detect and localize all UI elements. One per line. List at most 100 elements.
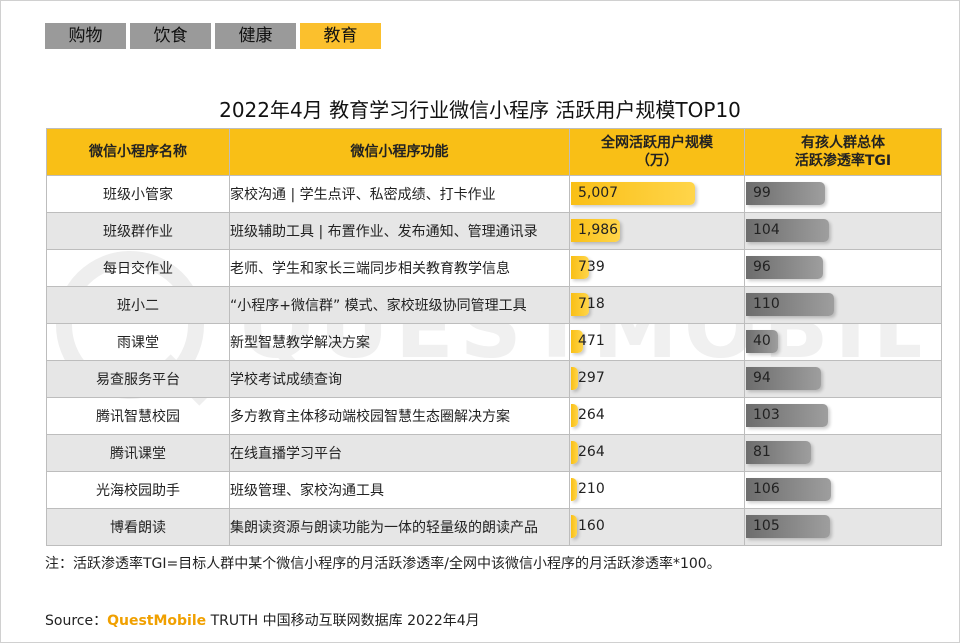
users-bar	[571, 219, 621, 242]
cell-tgi: 40	[744, 323, 942, 361]
tgi-bar	[746, 182, 826, 205]
header-function: 微信小程序功能	[229, 128, 570, 176]
source-prefix: Source：	[45, 613, 108, 629]
cell-program-function: 班级辅助工具 | 布置作业、发布通知、管理通讯录	[229, 212, 570, 250]
tgi-value-label: 106	[753, 481, 780, 497]
cell-program-name: 每日交作业	[46, 249, 230, 287]
footnote: 注：活跃渗透率TGI=目标人群中某个微信小程序的月活跃渗透率/全网中该微信小程序…	[45, 556, 721, 572]
cell-tgi: 105	[744, 508, 942, 546]
tgi-bar	[746, 478, 831, 501]
cell-program-function: 在线直播学习平台	[229, 434, 570, 472]
cell-tgi: 94	[744, 360, 942, 398]
users-bar	[571, 441, 578, 464]
header-users: 全网活跃用户规模 （万）	[569, 128, 745, 176]
category-tabs: 购物 饮食 健康 教育	[45, 23, 381, 49]
tgi-value-label: 105	[753, 518, 780, 534]
users-bar	[571, 182, 695, 205]
cell-users: 739	[569, 249, 745, 287]
cell-program-name: 腾讯智慧校园	[46, 397, 230, 435]
header-name: 微信小程序名称	[46, 128, 230, 176]
users-value-label: 718	[578, 296, 605, 312]
cell-users: 5,007	[569, 175, 745, 213]
users-value-label: 1,986	[578, 222, 619, 238]
cell-program-function: 学校考试成绩查询	[229, 360, 570, 398]
users-value-label: 739	[578, 259, 605, 275]
users-value-label: 210	[578, 481, 605, 497]
tgi-bar	[746, 256, 823, 279]
cell-tgi: 106	[744, 471, 942, 509]
tab-health[interactable]: 健康	[215, 23, 296, 49]
tab-shopping[interactable]: 购物	[45, 23, 126, 49]
tgi-value-label: 104	[753, 222, 780, 238]
source-brand: QuestMobile	[107, 613, 207, 629]
cell-program-function: 新型智慧教学解决方案	[229, 323, 570, 361]
cell-users: 718	[569, 286, 745, 324]
tab-education[interactable]: 教育	[300, 23, 381, 49]
users-value-label: 264	[578, 407, 605, 423]
users-bar	[571, 515, 577, 538]
cell-program-function: 老师、学生和家长三端同步相关教育教学信息	[229, 249, 570, 287]
cell-tgi: 104	[744, 212, 942, 250]
cell-program-name: 雨课堂	[46, 323, 230, 361]
tgi-value-label: 81	[753, 444, 771, 460]
tgi-bar	[746, 404, 829, 427]
cell-program-function: 班级管理、家校沟通工具	[229, 471, 570, 509]
tab-food[interactable]: 饮食	[130, 23, 211, 49]
cell-program-name: 班级小管家	[46, 175, 230, 213]
cell-users: 210	[569, 471, 745, 509]
cell-program-function: “小程序+微信群” 模式、家校班级协同管理工具	[229, 286, 570, 324]
tgi-value-label: 103	[753, 407, 780, 423]
cell-users: 471	[569, 323, 745, 361]
users-bar	[571, 293, 589, 316]
cell-tgi: 96	[744, 249, 942, 287]
tgi-bar	[746, 330, 778, 353]
top10-table: 微信小程序名称 微信小程序功能 全网活跃用户规模 （万） 有孩人群总体 活跃渗透率T…	[46, 128, 942, 546]
table-body: 班级小管家 家校沟通 | 学生点评、私密成绩、打卡作业 5,007 99 班级群作业 班级…	[46, 175, 942, 546]
tgi-bar	[746, 367, 822, 390]
cell-users: 297	[569, 360, 745, 398]
tgi-bar	[746, 293, 834, 316]
cell-program-name: 班小二	[46, 286, 230, 324]
cell-tgi: 110	[744, 286, 942, 324]
cell-tgi: 99	[744, 175, 942, 213]
table-row: 光海校园助手 班级管理、家校沟通工具 210 106	[46, 471, 942, 509]
tgi-bar	[746, 219, 830, 242]
table-row: 腾讯智慧校园 多方教育主体移动端校园智慧生态圈解决方案 264 103	[46, 397, 942, 435]
cell-program-function: 多方教育主体移动端校园智慧生态圈解决方案	[229, 397, 570, 435]
table-row: 班级群作业 班级辅助工具 | 布置作业、发布通知、管理通讯录 1,986 104	[46, 212, 942, 250]
cell-program-name: 班级群作业	[46, 212, 230, 250]
tgi-value-label: 96	[753, 259, 771, 275]
table-row: 班小二 “小程序+微信群” 模式、家校班级协同管理工具 718 110	[46, 286, 942, 324]
table-row: 班级小管家 家校沟通 | 学生点评、私密成绩、打卡作业 5,007 99	[46, 175, 942, 213]
users-value-label: 297	[578, 370, 605, 386]
users-bar	[571, 404, 578, 427]
users-value-label: 264	[578, 444, 605, 460]
table-row: 博看朗读 集朗读资源与朗读功能为一体的轻量级的朗读产品 160 105	[46, 508, 942, 546]
table-row: 雨课堂 新型智慧教学解决方案 471 40	[46, 323, 942, 361]
tgi-value-label: 99	[753, 185, 771, 201]
source-suffix: TRUTH 中国移动互联网数据库 2022年4月	[206, 613, 480, 629]
tgi-bar	[746, 515, 830, 538]
table-row: 腾讯课堂 在线直播学习平台 264 81	[46, 434, 942, 472]
users-value-label: 471	[578, 333, 605, 349]
cell-users: 1,986	[569, 212, 745, 250]
users-value-label: 5,007	[578, 185, 619, 201]
header-tgi: 有孩人群总体 活跃渗透率TGI	[744, 128, 942, 176]
cell-program-name: 博看朗读	[46, 508, 230, 546]
cell-program-name: 光海校园助手	[46, 471, 230, 509]
table-header-row: 微信小程序名称 微信小程序功能 全网活跃用户规模 （万） 有孩人群总体 活跃渗透率T…	[46, 128, 942, 176]
cell-program-name: 腾讯课堂	[46, 434, 230, 472]
cell-users: 160	[569, 508, 745, 546]
cell-program-function: 家校沟通 | 学生点评、私密成绩、打卡作业	[229, 175, 570, 213]
cell-program-function: 集朗读资源与朗读功能为一体的轻量级的朗读产品	[229, 508, 570, 546]
tgi-value-label: 110	[753, 296, 780, 312]
cell-users: 264	[569, 397, 745, 435]
cell-tgi: 103	[744, 397, 942, 435]
tgi-value-label: 94	[753, 370, 771, 386]
table-row: 每日交作业 老师、学生和家长三端同步相关教育教学信息 739 96	[46, 249, 942, 287]
users-bar	[571, 256, 590, 279]
source-line: Source：QuestMobile TRUTH 中国移动互联网数据库 2022…	[45, 610, 480, 630]
users-bar	[571, 367, 579, 390]
tgi-value-label: 40	[753, 333, 771, 349]
users-bar	[571, 478, 577, 501]
